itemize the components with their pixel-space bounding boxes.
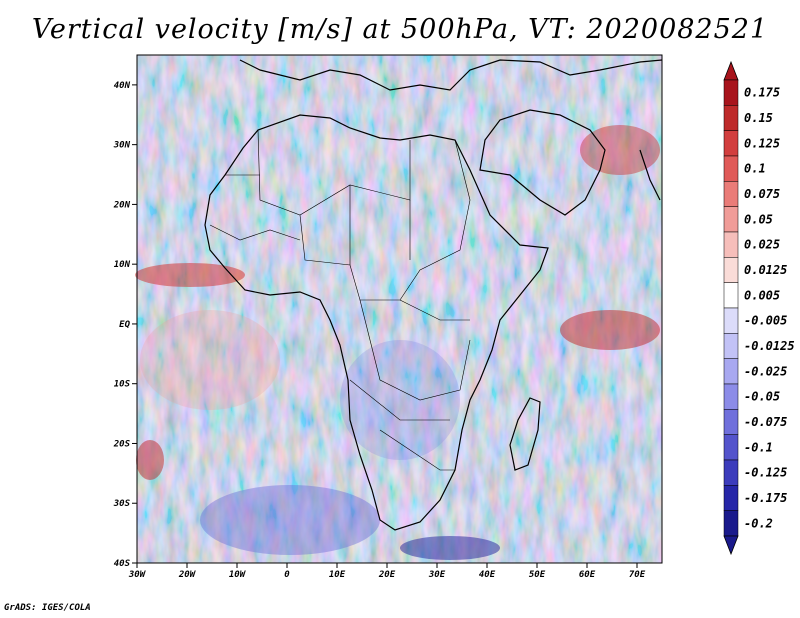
descent-region bbox=[400, 536, 500, 560]
lon-tick-label: 40E bbox=[479, 570, 496, 580]
latitude-axis: 40N 30N 20N 10N EQ 10S 20S 30S 40S bbox=[113, 81, 137, 569]
lat-tick-label: 30S bbox=[113, 499, 131, 509]
colorbar-swatch bbox=[723, 510, 739, 537]
colorbar-swatch bbox=[723, 130, 739, 157]
colorbar-label: 0.1 bbox=[744, 162, 766, 176]
colorbar-swatch bbox=[723, 105, 739, 131]
lon-tick-label: 50E bbox=[529, 570, 546, 580]
lat-tick-label: 10S bbox=[114, 380, 131, 390]
colorbar-label: -0.0125 bbox=[744, 339, 795, 353]
colorbar-label: -0.2 bbox=[744, 516, 773, 530]
india-coastline bbox=[639, 149, 661, 201]
coastlines bbox=[204, 59, 663, 531]
arabia-coastline bbox=[479, 109, 606, 216]
ascent-region bbox=[580, 125, 660, 175]
country-borders bbox=[209, 129, 471, 471]
madagascar-coastline bbox=[509, 397, 541, 471]
velocity-field bbox=[137, 55, 662, 563]
grads-credit: GrADS: IGES/COLA bbox=[4, 603, 91, 613]
colorbar-label: -0.1 bbox=[744, 440, 773, 454]
lat-tick-label: 40N bbox=[114, 81, 131, 91]
lat-tick-label: EQ bbox=[119, 320, 130, 330]
colorbar-label: 0.025 bbox=[744, 238, 780, 252]
colorbar-swatch bbox=[723, 206, 739, 233]
map-frame bbox=[136, 54, 663, 564]
lat-tick-label: 40S bbox=[114, 559, 131, 569]
colorbar-label: 0.125 bbox=[744, 136, 780, 150]
colorbar-label: 0.15 bbox=[744, 111, 773, 125]
lon-tick-label: 10W bbox=[229, 570, 247, 580]
europe-coastline bbox=[239, 59, 663, 91]
colorbar-swatch bbox=[723, 282, 739, 309]
colorbar-swatch bbox=[723, 383, 739, 410]
colorbar-label: 0.005 bbox=[744, 288, 780, 302]
lon-tick-label: 20W bbox=[178, 570, 197, 580]
map-figure: 40N 30N 20N 10N EQ 10S 20S 30S 40S 30W 20W 10W 0 10E… bbox=[113, 54, 795, 580]
lon-tick-label: 0 bbox=[284, 570, 290, 580]
longitude-axis: 30W 20W 10W 0 10E 20E 30E 40E 50E 60E 70E bbox=[128, 563, 646, 580]
colorbar-label: -0.005 bbox=[744, 314, 787, 328]
map-plot-area bbox=[135, 54, 663, 564]
lon-tick-label: 20E bbox=[378, 570, 396, 580]
ascent-region bbox=[560, 310, 660, 350]
colorbar-label: -0.125 bbox=[744, 466, 787, 480]
lat-tick-label: 20N bbox=[113, 200, 131, 210]
colorbar-swatch bbox=[723, 79, 739, 106]
colorbar-swatch bbox=[723, 485, 739, 511]
ascent-region bbox=[140, 310, 280, 410]
colorbar-swatch bbox=[723, 459, 739, 486]
colorbar-swatch bbox=[723, 231, 739, 258]
colorbar-bottom-arrow bbox=[723, 535, 739, 556]
colorbar-label: -0.025 bbox=[744, 364, 787, 378]
colorbar-swatch bbox=[723, 181, 739, 207]
descent-region bbox=[200, 485, 380, 555]
colorbar-swatch bbox=[723, 333, 739, 359]
ascent-region bbox=[135, 263, 245, 287]
colorbar-label: -0.05 bbox=[744, 390, 780, 404]
colorbar-swatch bbox=[723, 409, 739, 435]
map-title: Vertical velocity [m/s] at 500hPa, VT: 2… bbox=[31, 14, 769, 45]
colorbar-label: -0.075 bbox=[744, 415, 787, 429]
colorbar-label: 0.0125 bbox=[744, 263, 787, 277]
colorbar-swatch bbox=[723, 155, 739, 182]
colorbar-label: -0.175 bbox=[744, 491, 787, 505]
lon-tick-label: 30E bbox=[428, 570, 446, 580]
colorbar-swatch bbox=[723, 358, 739, 385]
lon-tick-label: 60E bbox=[579, 570, 596, 580]
lat-tick-label: 20S bbox=[113, 439, 131, 449]
ascent-region bbox=[136, 440, 164, 480]
colorbar-swatch bbox=[723, 257, 739, 283]
lon-tick-label: 10E bbox=[329, 570, 346, 580]
descent-region bbox=[340, 340, 460, 460]
colorbar-label: 0.05 bbox=[744, 212, 773, 226]
lon-tick-label: 30W bbox=[128, 570, 147, 580]
lon-tick-label: 70E bbox=[629, 570, 646, 580]
colorbar: 0.175 0.15 0.125 0.1 0.075 0.05 0.025 0.0125 0.0… bbox=[723, 60, 795, 556]
colorbar-swatch bbox=[723, 307, 739, 334]
lat-tick-label: 30N bbox=[113, 141, 131, 151]
lat-tick-label: 10N bbox=[114, 260, 131, 270]
colorbar-top-arrow bbox=[723, 60, 739, 81]
colorbar-swatch bbox=[723, 434, 739, 461]
colorbar-label: 0.175 bbox=[744, 86, 780, 100]
colorbar-label: 0.075 bbox=[744, 187, 780, 201]
